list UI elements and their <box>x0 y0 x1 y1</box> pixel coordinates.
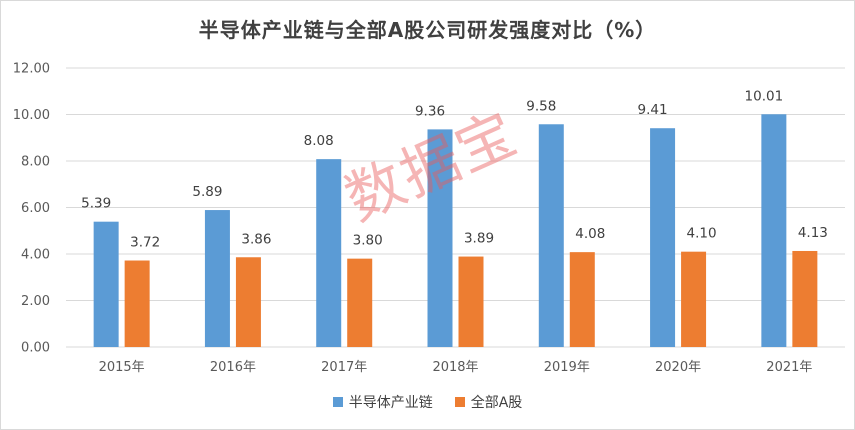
bar-semiconductor <box>316 159 342 347</box>
y-tick-label: 4.00 <box>21 248 50 263</box>
data-label: 9.36 <box>415 103 445 119</box>
data-label: 4.08 <box>575 226 605 242</box>
legend-swatch-semiconductor <box>332 397 343 407</box>
x-tick-label: 2017年 <box>321 360 367 375</box>
y-tick-label: 10.00 <box>13 108 50 123</box>
bar-all-a-shares <box>681 251 707 347</box>
data-label: 3.89 <box>464 231 494 247</box>
y-axis-ticks: 0.00 2.00 4.00 6.00 8.00 10.00 12.00 <box>13 62 50 356</box>
x-tick-label: 2016年 <box>210 360 256 375</box>
bars <box>93 114 818 347</box>
bar-semiconductor <box>93 221 119 347</box>
data-label: 3.72 <box>130 235 160 251</box>
gridlines <box>66 67 845 348</box>
bar-all-a-shares <box>347 258 373 347</box>
bar-all-a-shares <box>124 260 150 347</box>
bar-all-a-shares <box>235 257 261 347</box>
y-tick-label: 2.00 <box>21 294 50 309</box>
x-tick-label: 2015年 <box>99 360 145 375</box>
data-label: 9.41 <box>638 102 668 118</box>
data-labels: 5.39 3.72 5.89 3.86 8.08 3.80 9.36 3.89 9.58 4.08… <box>81 88 828 250</box>
bar-all-a-shares <box>458 256 484 347</box>
legend-label-all-a-shares: 全部A股 <box>470 395 523 411</box>
bar-semiconductor <box>761 114 787 347</box>
legend-label-semiconductor: 半导体产业链 <box>348 395 433 411</box>
y-tick-label: 6.00 <box>21 201 50 216</box>
x-axis-ticks: 2015年 2016年 2017年 2018年 2019年 2020年 2021年 <box>99 360 813 375</box>
y-tick-label: 12.00 <box>13 62 50 77</box>
x-tick-label: 2018年 <box>432 360 478 375</box>
data-label: 10.01 <box>745 88 784 104</box>
data-label: 9.58 <box>526 98 556 114</box>
bar-all-a-shares <box>569 252 595 347</box>
x-tick-label: 2019年 <box>544 360 590 375</box>
bar-semiconductor <box>204 210 230 347</box>
data-label: 4.13 <box>798 225 828 241</box>
legend-item-all-a-shares: 全部A股 <box>454 392 523 412</box>
legend: 半导体产业链 全部A股 <box>0 392 855 412</box>
bar-semiconductor <box>650 128 676 347</box>
data-label: 3.80 <box>353 233 383 249</box>
data-label: 8.08 <box>304 133 334 149</box>
chart-title: 半导体产业链与全部A股公司研发强度对比（%） <box>198 18 657 42</box>
legend-swatch-all-a-shares <box>454 397 465 407</box>
x-tick-label: 2021年 <box>766 360 812 375</box>
data-label: 4.10 <box>687 226 717 242</box>
x-tick-label: 2020年 <box>655 360 701 375</box>
bar-semiconductor <box>427 129 453 347</box>
bar-semiconductor <box>538 124 564 347</box>
bar-all-a-shares <box>792 250 818 347</box>
data-label: 5.39 <box>81 196 111 212</box>
data-label: 5.89 <box>192 184 222 200</box>
y-tick-label: 8.00 <box>21 155 50 170</box>
data-label: 3.86 <box>241 231 271 247</box>
legend-item-semiconductor: 半导体产业链 <box>332 392 433 412</box>
y-tick-label: 0.00 <box>21 341 50 356</box>
